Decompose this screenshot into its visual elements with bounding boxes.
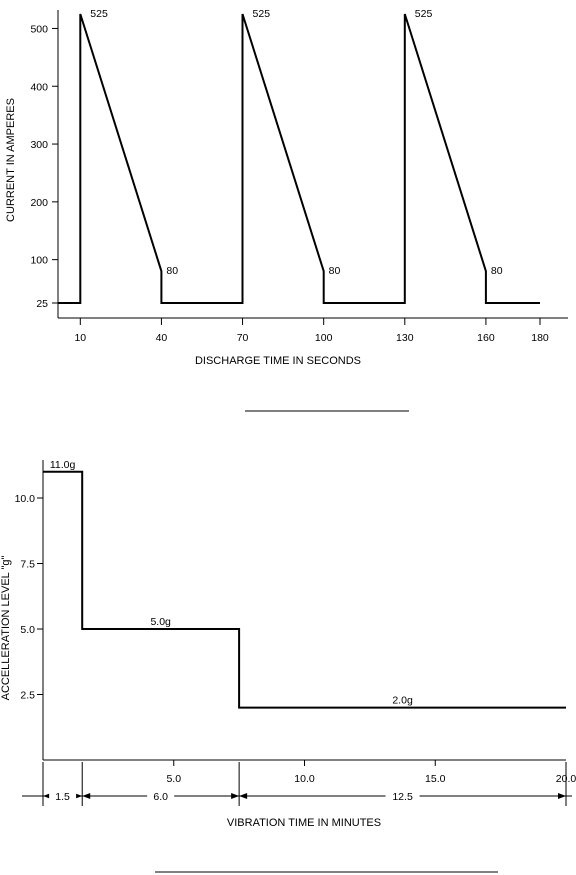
- current-point-label: 80: [166, 265, 178, 277]
- vibration-y-tick-label: 2.5: [20, 690, 35, 702]
- vibration-x-ticks: 5.0 10.0 15.0 20.0: [42, 760, 576, 806]
- dimension-label: 6.0: [153, 791, 168, 803]
- current-y-tick-label: 200: [30, 197, 48, 209]
- dimension-arrow-right: [558, 793, 566, 799]
- current-x-axis-label: DISCHARGE TIME IN SECONDS: [195, 355, 361, 367]
- vibration-chart: 2.5 5.0 7.5 10.0 5.0 10.0 15.0 20.0 11.0g 5.0g 2…: [0, 459, 576, 873]
- vibration-x-tick-label: 5.0: [166, 773, 181, 785]
- current-y-tick-label: 25: [36, 298, 48, 310]
- current-point-label: 525: [253, 8, 271, 20]
- vibration-x-tick-label: 10.0: [294, 773, 315, 785]
- vibration-level-label: 5.0g: [150, 616, 171, 628]
- vibration-y-tick-label: 5.0: [20, 624, 35, 636]
- current-annotations: 525 80 525 80 525 80: [90, 8, 502, 277]
- dimension-label: 12.5: [392, 791, 413, 803]
- dimension-label-mask: [385, 789, 420, 803]
- dimension-arrow-left: [43, 793, 51, 799]
- current-point-label: 525: [90, 8, 108, 20]
- current-x-tick-label: 160: [477, 332, 495, 344]
- current-x-tick-label: 100: [315, 332, 333, 344]
- vibration-y-tick-label: 7.5: [20, 559, 35, 571]
- current-x-tick-label: 40: [156, 332, 168, 344]
- vibration-annotations: 11.0g 5.0g 2.0g: [50, 459, 413, 707]
- duration-dimensions: 1.5 6.0 12.5: [22, 789, 572, 803]
- dimension-arrow-right: [231, 793, 240, 799]
- vibration-y-axis-label: ACCELLERATION LEVEL "g": [0, 556, 12, 701]
- current-x-tick-label: 10: [74, 332, 86, 344]
- current-y-ticks: 25 100 200 300 400 500: [30, 23, 58, 310]
- current-x-ticks: 10 40 70 100 130 160 180: [74, 318, 549, 344]
- dimension-arrow-right: [74, 793, 83, 799]
- vibration-trace: [43, 470, 566, 709]
- dimension-arrow-left: [239, 793, 248, 799]
- current-y-axis-label: CURRENT IN AMPERES: [5, 98, 17, 222]
- current-x-tick-label: 70: [237, 332, 249, 344]
- vibration-y-tick-label: 10.0: [15, 493, 36, 505]
- current-point-label: 80: [329, 265, 341, 277]
- vibration-level-label: 2.0g: [392, 695, 413, 707]
- current-x-tick-label: 180: [531, 332, 549, 344]
- vibration-level-label: 11.0g: [50, 459, 76, 471]
- current-chart: 25 100 200 300 400 500 10 40 70 100 130 160 180 525…: [5, 8, 568, 412]
- vibration-x-tick-label: 15.0: [425, 773, 446, 785]
- current-y-tick-label: 300: [30, 139, 48, 151]
- dimension-arrow-left: [82, 793, 91, 799]
- current-point-label: 525: [415, 8, 433, 20]
- current-y-tick-label: 400: [30, 81, 48, 93]
- current-x-tick-label: 130: [396, 332, 414, 344]
- current-y-tick-label: 500: [30, 23, 48, 35]
- current-point-label: 80: [491, 265, 503, 277]
- current-trace: [58, 13, 540, 304]
- current-y-tick-label: 100: [30, 255, 48, 267]
- dimension-label-mask: [49, 789, 77, 803]
- dimension-label-mask: [147, 789, 175, 803]
- vibration-y-ticks: 2.5 5.0 7.5 10.0: [15, 493, 43, 702]
- vibration-x-tick-label: 20.0: [556, 773, 576, 785]
- dimension-label: 1.5: [55, 791, 70, 803]
- vibration-x-axis-label: VIBRATION TIME IN MINUTES: [227, 817, 381, 829]
